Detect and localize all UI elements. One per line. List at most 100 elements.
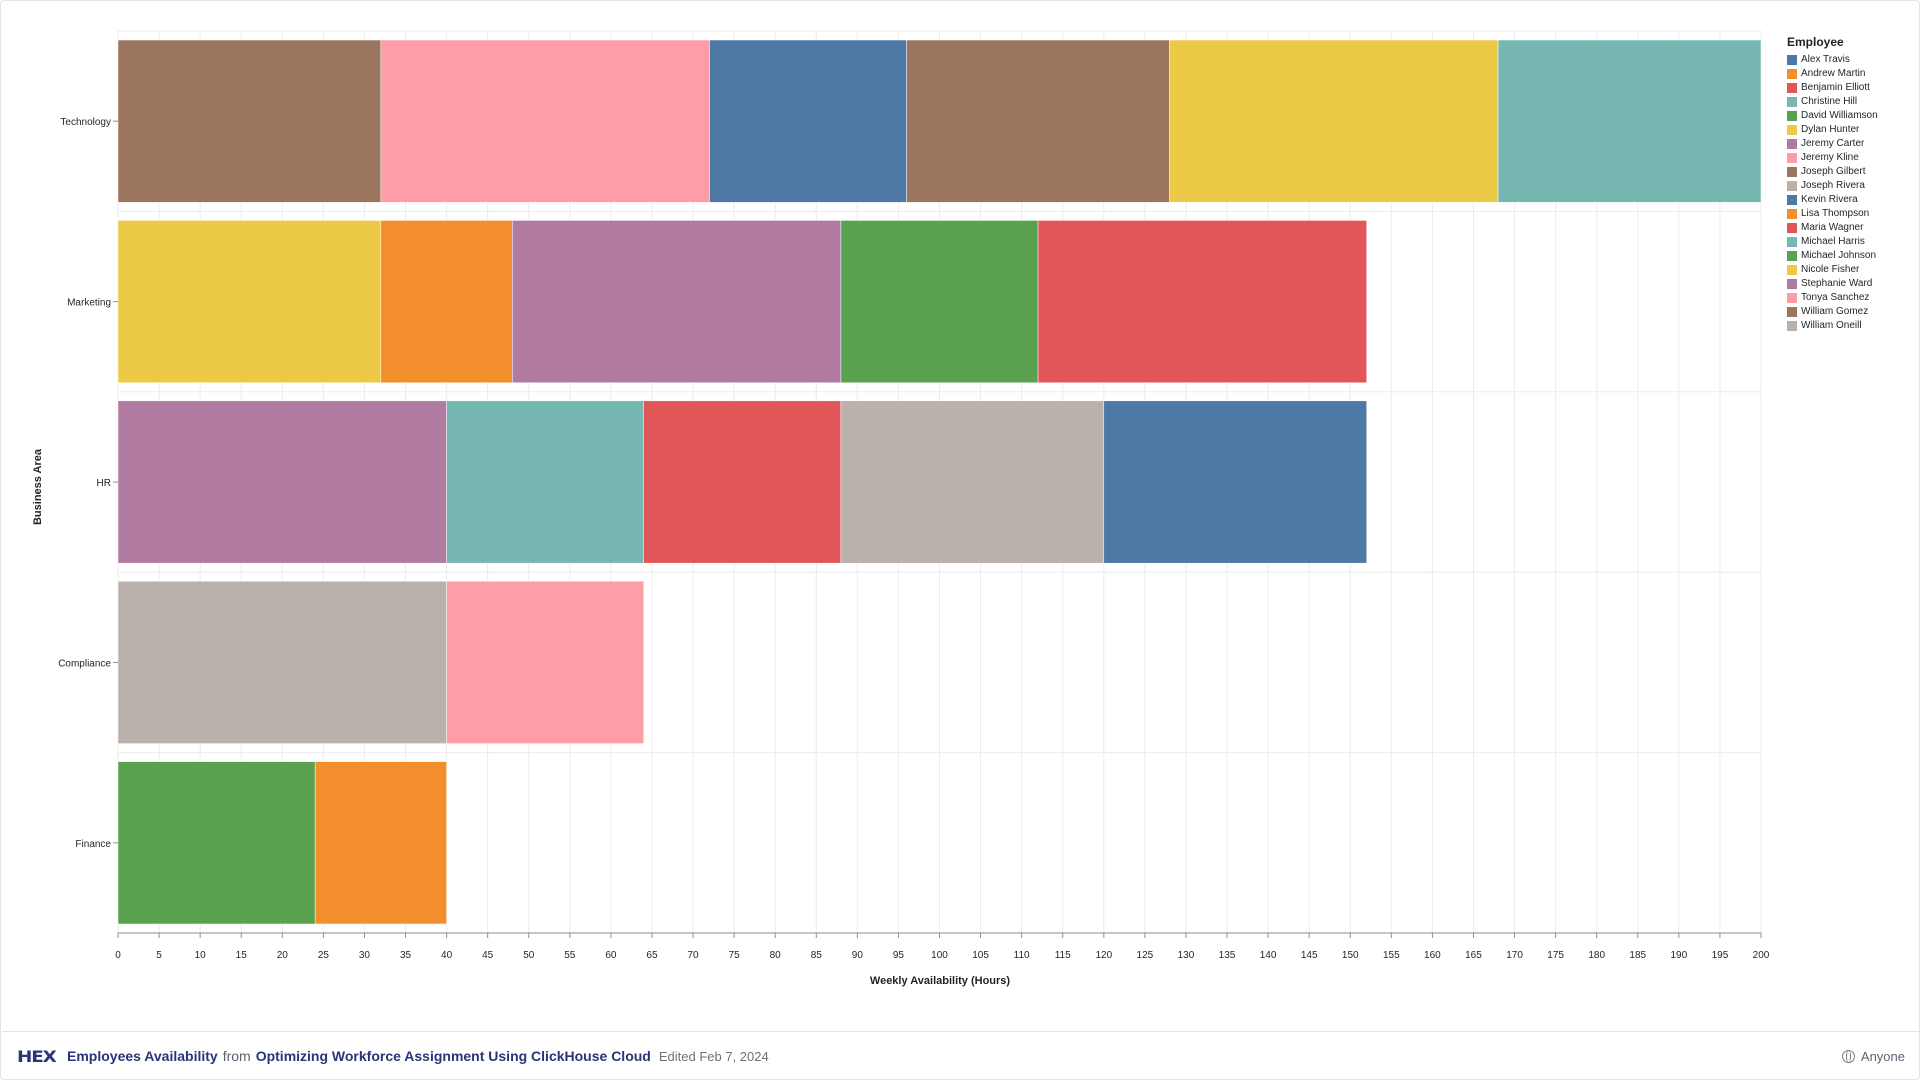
legend-swatch — [1787, 139, 1797, 149]
x-tick-label: 110 — [1014, 950, 1030, 961]
bar-segment[interactable] — [1103, 400, 1367, 564]
x-tick-label: 60 — [605, 950, 617, 961]
legend-item[interactable]: Stephanie Ward — [1787, 279, 1883, 289]
bar-segment[interactable] — [512, 220, 842, 384]
x-tick-label: 155 — [1383, 950, 1400, 961]
legend-label: Dylan Hunter — [1801, 124, 1860, 135]
x-tick-label: 200 — [1753, 950, 1770, 961]
x-tick-label: 140 — [1260, 950, 1277, 961]
legend-item[interactable]: Benjamin Elliott — [1787, 83, 1883, 93]
legend-item[interactable]: William Oneill — [1787, 321, 1883, 331]
legend-item[interactable]: Dylan Hunter — [1787, 125, 1883, 135]
bar-segment[interactable] — [380, 220, 513, 384]
x-tick-label: 10 — [195, 950, 207, 961]
x-tick-label: 105 — [972, 950, 989, 961]
bar-segment[interactable] — [117, 220, 382, 384]
legend-label: Joseph Gilbert — [1801, 166, 1866, 177]
legend: Employee Alex Travis Andrew Martin Benjami… — [1787, 35, 1917, 335]
legend-title: Employee — [1787, 35, 1844, 49]
source-project-link[interactable]: Optimizing Workforce Assignment Using Cl… — [255, 1048, 651, 1064]
legend-item[interactable]: Joseph Rivera — [1787, 181, 1883, 191]
legend-item[interactable]: Jeremy Kline — [1787, 153, 1883, 163]
audience-indicator[interactable]: Anyone — [1841, 1048, 1905, 1064]
x-tick-label: 50 — [523, 950, 535, 961]
y-tick-label: Compliance — [58, 658, 111, 669]
x-tick-label: 115 — [1055, 950, 1071, 961]
legend-item[interactable]: Nicole Fisher — [1787, 265, 1883, 275]
bar-segment[interactable] — [117, 761, 316, 925]
legend-item[interactable]: Christine Hill — [1787, 97, 1883, 107]
x-tick-label: 170 — [1506, 950, 1523, 961]
legend-item[interactable]: Kevin Rivera — [1787, 195, 1883, 205]
legend-item[interactable]: Joseph Gilbert — [1787, 167, 1883, 177]
y-tick-label: Marketing — [67, 298, 111, 309]
bar-segment[interactable] — [117, 39, 382, 203]
legend-swatch — [1787, 209, 1797, 219]
bar-segment[interactable] — [117, 400, 447, 564]
x-tick-label: 70 — [687, 950, 699, 961]
legend-label: Nicole Fisher — [1801, 264, 1860, 275]
x-tick-label: 95 — [893, 950, 905, 961]
legend-item[interactable]: Jeremy Carter — [1787, 139, 1883, 149]
bar-segment[interactable] — [1037, 220, 1367, 384]
legend-swatch — [1787, 55, 1797, 65]
bar-segment[interactable] — [117, 580, 447, 744]
x-tick-label: 75 — [729, 950, 741, 961]
legend-label: William Gomez — [1801, 306, 1869, 317]
bar-segment[interactable] — [1169, 39, 1499, 203]
hex-logo[interactable]: HEX — [17, 1046, 57, 1066]
project-title[interactable]: Employees Availability — [67, 1048, 218, 1064]
legend-item[interactable]: Alex Travis — [1787, 55, 1883, 65]
bar-segment[interactable] — [446, 400, 645, 564]
legend-label: Lisa Thompson — [1801, 208, 1870, 219]
y-tick-label: HR — [97, 478, 111, 489]
axes: 0 5 10 15 20 25 30 35 40 45 50 55 60 65 70 75 80 85 90 95 10… — [58, 117, 1770, 961]
x-tick-label: 165 — [1465, 950, 1482, 961]
legend-swatch — [1787, 321, 1797, 331]
bar-segment[interactable] — [1497, 39, 1762, 203]
legend-item[interactable]: Maria Wagner — [1787, 223, 1883, 233]
legend-swatch — [1787, 223, 1797, 233]
legend-label: Alex Travis — [1801, 54, 1850, 65]
legend-item[interactable]: Andrew Martin — [1787, 69, 1883, 79]
bar-segment[interactable] — [314, 761, 447, 925]
bar-segment[interactable] — [840, 220, 1039, 384]
legend-label: Michael Harris — [1801, 236, 1865, 247]
legend-item[interactable]: David Williamson — [1787, 111, 1883, 121]
x-tick-label: 90 — [852, 950, 864, 961]
x-tick-label: 80 — [770, 950, 782, 961]
x-tick-label: 45 — [482, 950, 494, 961]
bar-segment[interactable] — [380, 39, 710, 203]
bar-segment[interactable] — [709, 39, 907, 203]
legend-label: Maria Wagner — [1801, 222, 1864, 233]
legend-label: David Williamson — [1801, 110, 1878, 121]
bar-segment[interactable] — [906, 39, 1170, 203]
footer-bar: HEX Employees Availability from Optimizi… — [2, 1031, 1920, 1080]
bar-segment[interactable] — [643, 400, 842, 564]
y-axis-title: Business Area — [32, 448, 44, 525]
bar-segment[interactable] — [446, 580, 645, 744]
x-tick-label: 175 — [1547, 950, 1564, 961]
x-tick-label: 30 — [359, 950, 371, 961]
legend-swatch — [1787, 251, 1797, 261]
legend-items: Alex Travis Andrew Martin Benjamin Elliott… — [1787, 55, 1917, 331]
x-tick-label: 180 — [1588, 950, 1605, 961]
audience-label: Anyone — [1860, 1048, 1905, 1064]
legend-item[interactable]: Tonya Sanchez — [1787, 293, 1883, 303]
legend-item[interactable]: Michael Johnson — [1787, 251, 1883, 261]
legend-item[interactable]: William Gomez — [1787, 307, 1883, 317]
globe-icon — [1841, 1049, 1855, 1063]
x-tick-label: 130 — [1178, 950, 1195, 961]
legend-label: Stephanie Ward — [1801, 278, 1873, 289]
legend-label: Benjamin Elliott — [1801, 82, 1870, 93]
legend-swatch — [1787, 293, 1797, 303]
legend-swatch — [1787, 237, 1797, 247]
legend-label: Christine Hill — [1801, 96, 1858, 107]
legend-item[interactable]: Lisa Thompson — [1787, 209, 1883, 219]
legend-swatch — [1787, 69, 1797, 79]
x-tick-label: 195 — [1712, 950, 1729, 961]
legend-item[interactable]: Michael Harris — [1787, 237, 1883, 247]
bar-segment[interactable] — [840, 400, 1105, 564]
x-tick-label: 145 — [1301, 950, 1318, 961]
x-tick-label: 40 — [441, 950, 453, 961]
